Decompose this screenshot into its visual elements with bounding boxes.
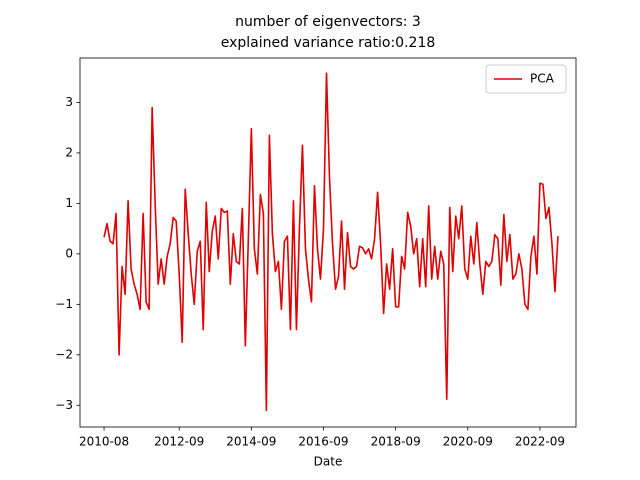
legend-box [485, 64, 567, 94]
y-tick-label: 2 [65, 145, 73, 159]
x-tick-label: 2022-09 [515, 435, 565, 449]
y-tick-label: 3 [65, 95, 73, 109]
line-series [103, 72, 559, 412]
y-tick-label: −1 [55, 297, 73, 311]
chart-title: number of eigenvectors: 3 [235, 14, 421, 30]
x-tick-label: 2012-09 [154, 435, 204, 449]
chart-subtitle: explained variance ratio:0.218 [221, 35, 436, 51]
y-tick-label: −2 [55, 347, 73, 361]
x-tick-label: 2018-09 [371, 435, 421, 449]
y-tick-label: −3 [55, 398, 73, 412]
legend-label: PCA [530, 72, 555, 86]
x-tick-label: 2016-09 [298, 435, 348, 449]
x-tick-label: 2020-09 [443, 435, 493, 449]
axes-frame [79, 57, 577, 428]
x-tick-label: 2014-09 [226, 435, 276, 449]
y-tick-label: 0 [65, 246, 73, 260]
x-tick-label: 2010-08 [79, 435, 129, 449]
x-axis-label: Date [314, 455, 343, 469]
y-tick-label: 1 [65, 196, 73, 210]
